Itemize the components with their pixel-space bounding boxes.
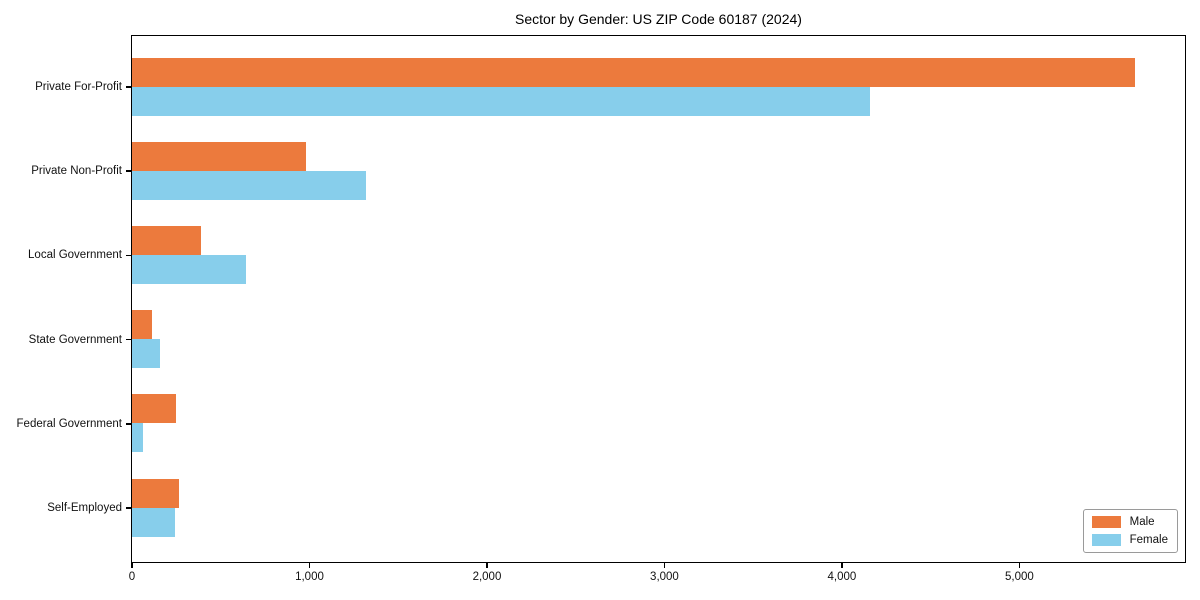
- x-tick-mark: [841, 563, 843, 568]
- female-legend-label: Female: [1129, 534, 1168, 546]
- category-label: State Government: [28, 333, 122, 346]
- bar-female-4: [132, 339, 161, 369]
- x-tick-label: 3,000: [650, 571, 679, 583]
- x-tick-label: 4,000: [827, 571, 857, 583]
- bar-male-6: [132, 478, 180, 508]
- category-label: Private Non-Profit: [31, 165, 122, 178]
- x-tick-mark: [663, 563, 666, 568]
- y-tick-mark: [126, 170, 131, 172]
- legend-item-female: Female: [1091, 534, 1168, 546]
- category-label: Private For-Profit: [35, 81, 122, 93]
- x-tick-label: 2,000: [472, 571, 502, 583]
- bar-male-4: [132, 310, 152, 340]
- x-tick-label: 1,000: [295, 571, 324, 583]
- bar-female-6: [132, 507, 175, 537]
- x-tick-label: 5,000: [1005, 571, 1034, 583]
- y-tick-mark: [126, 338, 131, 341]
- category-label: Self-Employed: [47, 502, 122, 514]
- bar-male-3: [132, 225, 202, 255]
- category-label: Local Government: [28, 249, 122, 262]
- male-legend-label: Male: [1129, 516, 1155, 528]
- category-label: Federal Government: [16, 417, 122, 430]
- y-tick-mark: [126, 423, 131, 425]
- y-tick-mark: [126, 86, 131, 88]
- x-tick-mark: [486, 563, 488, 568]
- bar-male-2: [132, 141, 306, 171]
- female-legend-swatch: [1091, 534, 1121, 546]
- x-tick-mark: [308, 563, 311, 568]
- male-legend-swatch: [1091, 516, 1121, 528]
- y-tick-mark: [126, 254, 131, 257]
- bar-male-5: [132, 394, 177, 424]
- chart-title: Sector by Gender: US ZIP Code 60187 (202…: [515, 11, 802, 27]
- legend-item-male: Male: [1091, 516, 1168, 528]
- bar-male-1: [132, 57, 1135, 87]
- x-tick-label: 0: [128, 571, 136, 583]
- bar-female-3: [132, 254, 246, 284]
- bar-female-1: [132, 86, 871, 116]
- legend: Male Female: [1082, 509, 1178, 553]
- x-tick-mark: [1018, 563, 1021, 568]
- bar-female-5: [132, 423, 143, 453]
- plot-area: Male Female: [131, 35, 1186, 563]
- x-tick-mark: [131, 563, 133, 568]
- bar-female-2: [132, 170, 367, 200]
- y-tick-mark: [126, 507, 131, 509]
